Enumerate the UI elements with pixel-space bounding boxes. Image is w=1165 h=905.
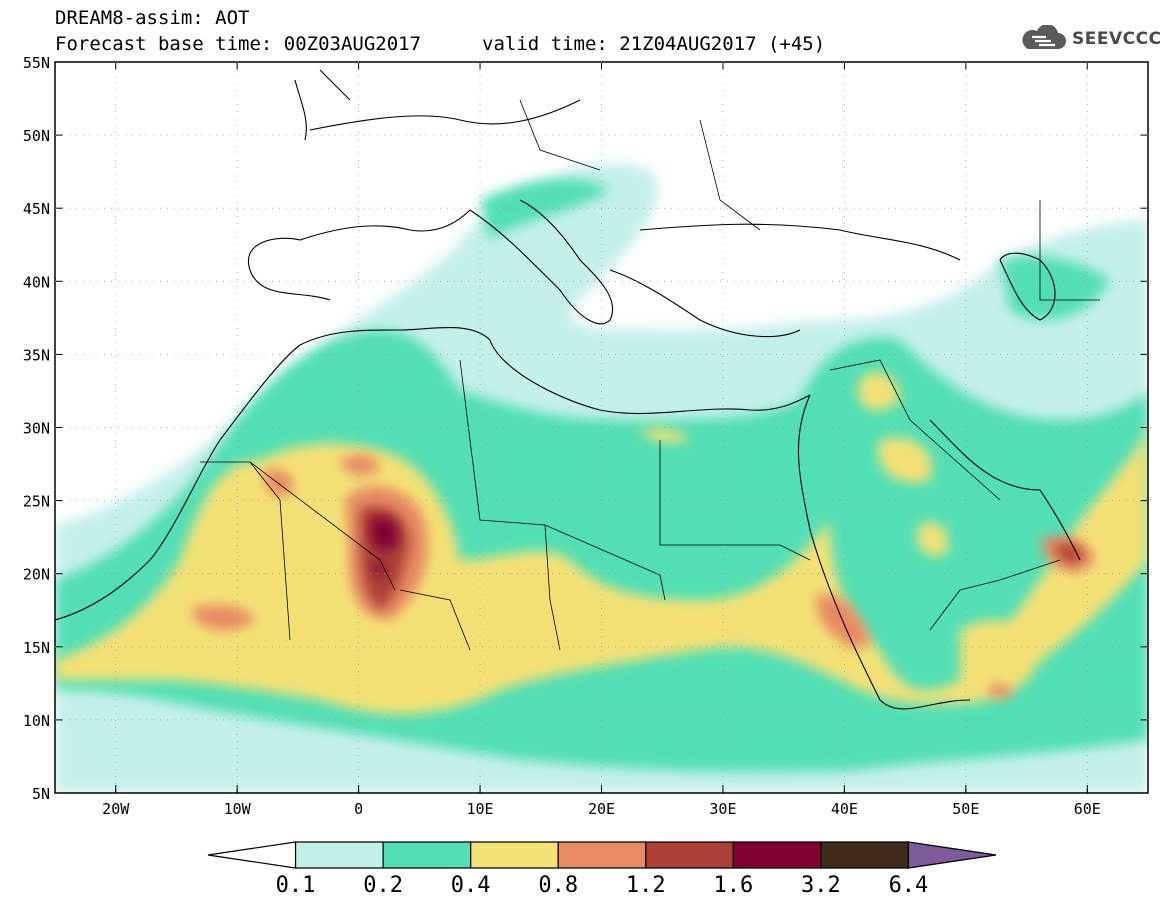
lon-label: 60E [1074,800,1101,818]
longitude-labels: 20W 10W 0 10E 20E 30E 40E 50E 60E [102,800,1101,818]
colorbar-swatch [907,841,997,869]
colorbar-swatch [557,841,647,869]
colorbar-swatch [470,841,559,869]
country-borders [200,99,1100,651]
cloud-icon [1022,25,1066,49]
lon-label: 30E [709,800,736,818]
lat-label: 30N [23,420,50,438]
latitude-labels: 55N 50N 45N 40N 35N 30N 25N 20N 15N 10N 5N [23,54,50,803]
valid-time: valid time: 21Z04AUG2017 (+45) [482,33,826,55]
lon-label: 10W [224,800,252,818]
lat-label: 25N [23,493,50,511]
colorbar-label: 0.2 [363,873,403,898]
colorbar-swatch [207,841,297,869]
colorbar-swatch [732,841,822,869]
lon-label: 20W [102,800,130,818]
lat-label: 35N [23,346,50,364]
colorbar-label: 0.4 [451,873,491,898]
map-title: DREAM8-assim: AOT [55,7,250,29]
coastlines [55,69,1081,710]
lat-label: 40N [23,273,50,291]
lon-label: 10E [467,800,494,818]
lat-label: 15N [23,639,50,657]
colorbar-label: 6.4 [889,873,929,898]
lat-label: 5N [32,785,50,803]
colorbar-label: 3.2 [801,873,841,898]
colorbar: 0.1 0.2 0.4 0.8 1.2 1.6 3.2 6.4 [207,841,997,898]
logo-text: SEEVCCC [1072,29,1162,49]
colorbar-label: 0.8 [538,873,578,898]
forecast-base-time: Forecast base time: 00Z03AUG2017 [55,33,422,55]
colorbar-swatch [820,841,910,869]
lon-label: 40E [831,800,858,818]
lon-label: 20E [588,800,615,818]
colorbar-label: 0.1 [276,873,316,898]
lat-label: 10N [23,712,50,730]
lat-label: 20N [23,566,50,584]
lon-label: 0 [354,800,363,818]
colorbar-label: 1.2 [626,873,666,898]
axis-ticks [55,61,1148,794]
lat-label: 55N [23,54,50,72]
seevccc-logo: SEEVCCC [1018,24,1162,54]
map-frame [54,61,1149,794]
colorbar-swatch [294,841,384,869]
colorbar-label: 1.6 [713,873,753,898]
lat-label: 45N [23,200,50,218]
lon-label: 50E [952,800,979,818]
aot-field [55,62,1148,793]
lat-label: 50N [23,127,50,145]
colorbar-swatch [382,841,472,869]
colorbar-swatch [645,841,734,869]
